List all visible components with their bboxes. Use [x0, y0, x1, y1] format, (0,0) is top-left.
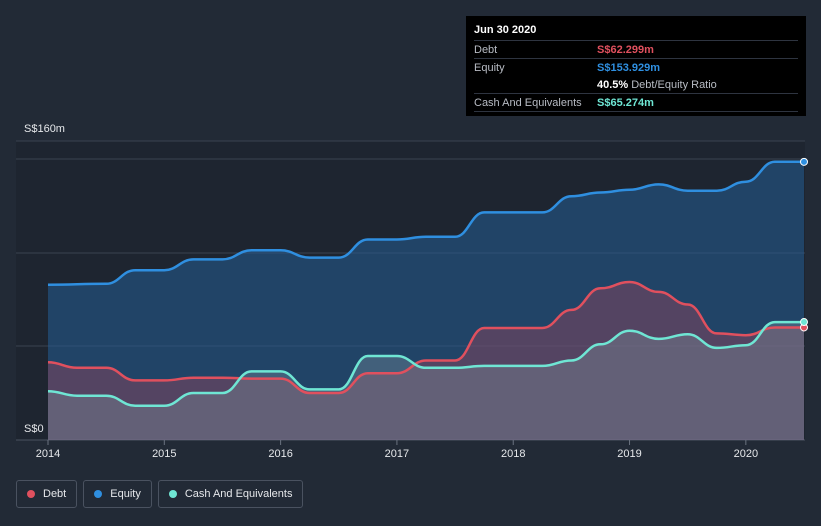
- legend-equity-label: Equity: [110, 488, 141, 500]
- tooltip-equity-value: S$153.929m: [597, 61, 660, 74]
- x-tick-label-2020: 2020: [734, 448, 758, 460]
- tooltip-ratio-label: Debt/Equity Ratio: [631, 78, 717, 91]
- tooltip-cash-label: Cash And Equivalents: [474, 96, 582, 109]
- cash-area: [48, 322, 804, 440]
- tooltip-row-cash: Cash And Equivalents S$65.274m: [474, 93, 798, 112]
- legend-cash-label: Cash And Equivalents: [184, 488, 293, 500]
- data-tooltip: Jun 30 2020 Debt S$62.299m Equity S$153.…: [466, 16, 806, 116]
- end-markers: [800, 157, 808, 332]
- tooltip-debt-value: S$62.299m: [597, 43, 654, 56]
- tooltip-row-debt: Debt S$62.299m: [474, 40, 798, 58]
- axis-ticks: 2014 2015 2016 2017 2018 2019 2020: [36, 440, 758, 460]
- tooltip-ratio-value: 40.5%: [597, 78, 629, 91]
- legend: Debt Equity Cash And Equivalents: [16, 480, 304, 508]
- equity-end-marker: [800, 157, 808, 166]
- y-axis-top-label: S$160m: [24, 123, 65, 135]
- x-tick-label-2017: 2017: [385, 448, 409, 460]
- tooltip-equity-label: Equity: [474, 61, 505, 74]
- debt-line: [47, 280, 804, 395]
- x-tick-label-2015: 2015: [152, 448, 176, 460]
- tooltip-cash-value: S$65.274m: [597, 96, 654, 109]
- legend-debt-label: Debt: [43, 488, 67, 500]
- legend-item-debt[interactable]: Debt: [16, 480, 78, 508]
- tooltip-row-ratio: 40.5% Debt/Equity Ratio: [474, 76, 798, 93]
- equity-dot-icon: [94, 490, 103, 498]
- cash-dot-icon: [168, 490, 177, 498]
- tooltip-debt-label: Debt: [474, 43, 498, 56]
- cash-line: [47, 320, 804, 407]
- equity-area: [48, 161, 804, 441]
- x-tick-label-2018: 2018: [501, 448, 525, 460]
- debt-dot-icon: [27, 490, 35, 498]
- cash-end-marker: [800, 318, 808, 327]
- equity-line: [47, 160, 804, 286]
- legend-item-equity[interactable]: Equity: [83, 480, 152, 508]
- tooltip-row-equity: Equity S$153.929m: [474, 58, 798, 76]
- legend-item-cash[interactable]: Cash And Equivalents: [157, 480, 304, 508]
- series-areas: [48, 161, 804, 441]
- x-tick-label-2016: 2016: [268, 448, 292, 460]
- tooltip-date: Jun 30 2020: [474, 24, 537, 36]
- x-tick-label-2014: 2014: [36, 448, 60, 460]
- x-tick-label-2019: 2019: [617, 448, 641, 460]
- series-lines: [47, 160, 804, 407]
- y-axis-bottom-label: S$0: [24, 423, 44, 435]
